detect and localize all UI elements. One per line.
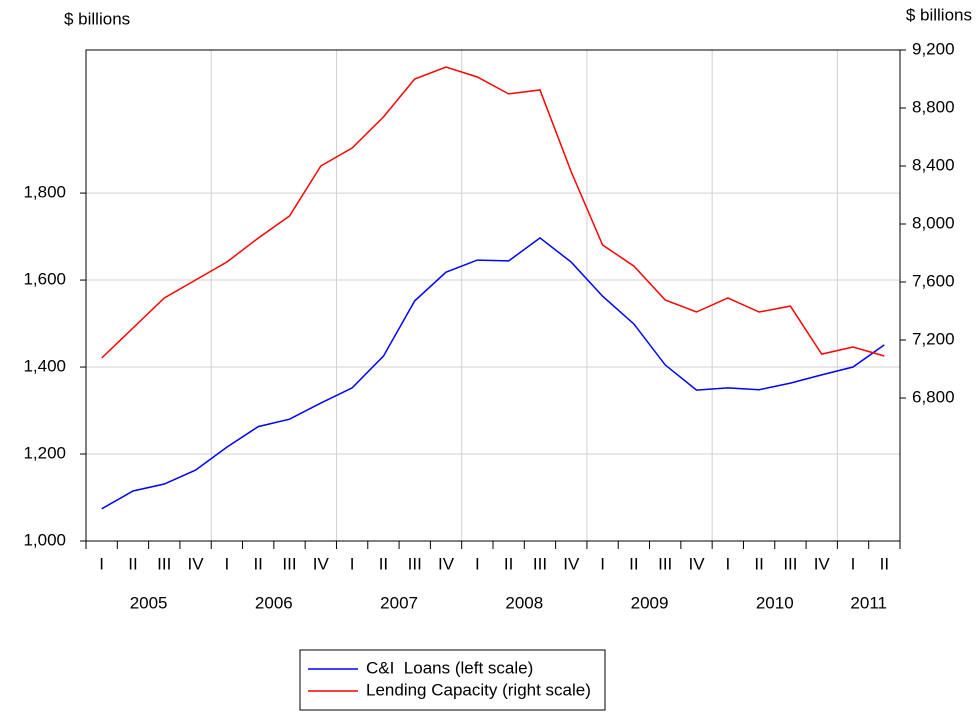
y-tick-label: 1,400: [23, 357, 66, 376]
x-tick-label: I: [350, 554, 355, 573]
y-tick-label: 1,200: [23, 444, 66, 463]
y2-tick-label: 9,200: [912, 39, 955, 58]
x-tick-label: IV: [688, 554, 705, 573]
x-tick-label: II: [253, 554, 262, 573]
y2-tick-label: 7,200: [912, 330, 955, 349]
y2-axis-title: $ billions: [906, 5, 972, 24]
x-tick-label: II: [629, 554, 638, 573]
x-tick-label: IV: [188, 554, 205, 573]
x-tick-label: III: [658, 554, 672, 573]
x-tick-label: II: [880, 554, 889, 573]
x-tick-label: IV: [438, 554, 455, 573]
x-year-label: 2010: [756, 593, 794, 612]
x-tick-label: II: [754, 554, 763, 573]
y-axis-title: $ billions: [64, 9, 130, 28]
x-year-label: 2008: [505, 593, 543, 612]
y2-tick-label: 8,400: [912, 155, 955, 174]
y2-tick-label: 7,600: [912, 271, 955, 290]
legend-box: [299, 649, 606, 711]
x-tick-label: II: [504, 554, 513, 573]
line-series: [101, 236, 885, 510]
x-tick-label: IV: [814, 554, 831, 573]
x-tick-label: I: [225, 554, 230, 573]
y2-tick-label: 6,800: [912, 388, 955, 407]
x-year-label: 2005: [130, 593, 168, 612]
plot-frame: [85, 49, 901, 542]
x-tick-label: III: [533, 554, 547, 573]
x-year-label: 2007: [380, 593, 418, 612]
x-tick-label: III: [408, 554, 422, 573]
x-year-label: 2009: [631, 593, 669, 612]
x-tick-label: III: [783, 554, 797, 573]
x-tick-label: I: [725, 554, 730, 573]
legend-label: C&I Loans (left scale): [366, 658, 533, 677]
line-series: [101, 66, 885, 359]
x-year-label: 2006: [255, 593, 293, 612]
x-tick-label: IV: [313, 554, 330, 573]
x-year-label: 2011: [850, 593, 887, 612]
x-tick-label: III: [282, 554, 296, 573]
x-tick-label: II: [379, 554, 388, 573]
legend-label: Lending Capacity (right scale): [366, 680, 591, 699]
x-tick-label: I: [600, 554, 605, 573]
x-tick-label: IV: [563, 554, 580, 573]
x-tick-label: III: [157, 554, 171, 573]
y2-tick-label: 8,800: [912, 97, 955, 116]
y2-tick-label: 8,000: [912, 213, 955, 232]
y-tick-label: 1,000: [23, 530, 66, 549]
x-tick-label: I: [475, 554, 480, 573]
x-tick-label: I: [851, 554, 856, 573]
x-tick-label: II: [128, 554, 137, 573]
x-tick-label: I: [99, 554, 104, 573]
y-tick-label: 1,800: [23, 183, 66, 202]
y-tick-label: 1,600: [23, 270, 66, 289]
